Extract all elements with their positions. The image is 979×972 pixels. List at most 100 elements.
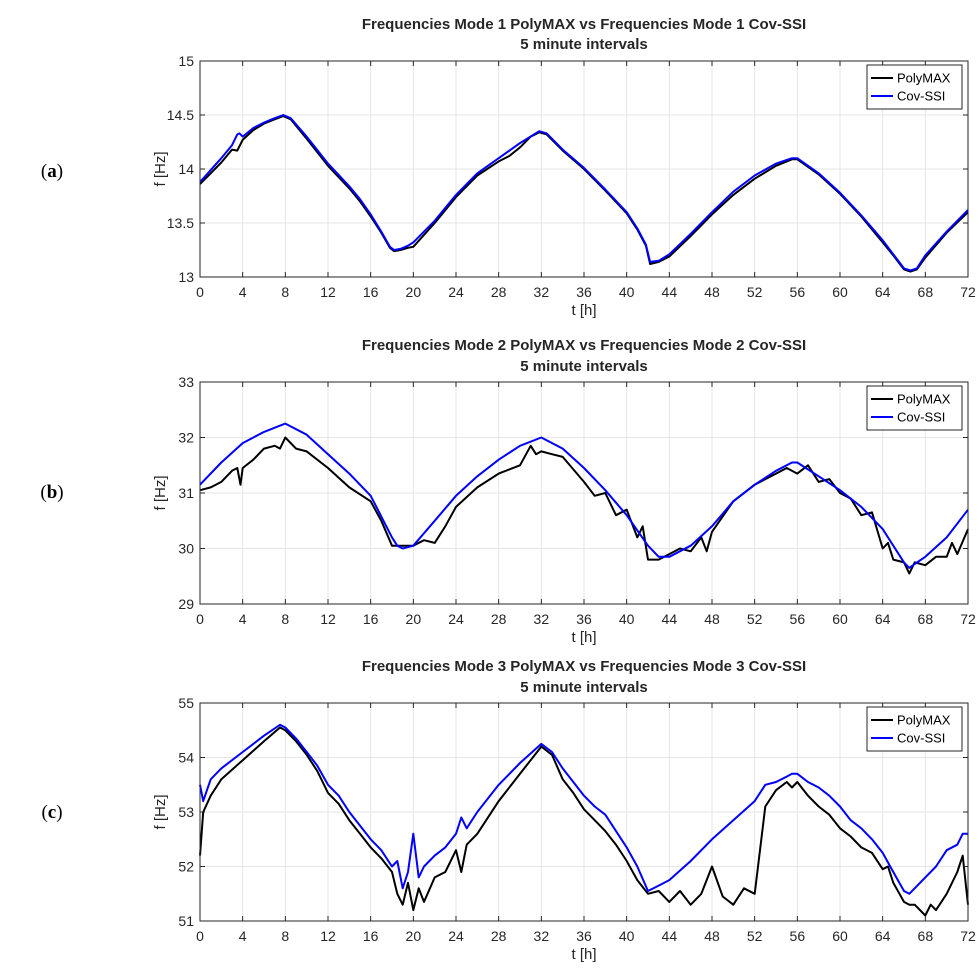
x-tick-label: 28 <box>491 611 507 627</box>
y-tick-label: 32 <box>178 430 194 446</box>
x-tick-label: 0 <box>196 284 204 300</box>
panel-label: (c) <box>41 802 62 823</box>
x-tick-label: 4 <box>239 928 247 944</box>
legend-label: PolyMAX <box>897 713 951 728</box>
chart-title: Frequencies Mode 1 PolyMAX vs Frequencie… <box>362 16 806 33</box>
x-axis-label: t [h] <box>571 629 596 646</box>
x-tick-label: 56 <box>790 928 806 944</box>
chart-subtitle: 5 minute intervals <box>520 679 648 696</box>
y-tick-label: 14 <box>178 161 194 177</box>
x-tick-label: 4 <box>239 284 247 300</box>
x-tick-label: 72 <box>960 284 976 300</box>
x-tick-label: 40 <box>619 284 635 300</box>
series-line-cov-ssi <box>199 723 968 895</box>
chart-panel-1: 0 4 8 12 16 20 24 28 32 36 40 44 48 52 56 60 64 68 721313.… <box>41 16 976 319</box>
x-tick-label: 72 <box>960 928 976 944</box>
panel-label-letter: b <box>47 482 58 503</box>
y-axis-label: f [Hz] <box>152 794 169 829</box>
panel-label: (a) <box>41 161 63 182</box>
x-tick-label: 24 <box>448 284 464 300</box>
x-tick-label: 48 <box>704 928 720 944</box>
y-tick-label: 14.5 <box>167 107 194 123</box>
x-axis-label: t [h] <box>571 302 596 319</box>
x-tick-label: 36 <box>576 611 592 627</box>
x-tick-label: 16 <box>363 611 379 627</box>
x-tick-label: 72 <box>960 611 976 627</box>
y-tick-label: 33 <box>178 374 194 390</box>
x-tick-label: 28 <box>491 928 507 944</box>
x-tick-label: 8 <box>281 611 289 627</box>
x-tick-label: 68 <box>918 611 934 627</box>
x-tick-label: 20 <box>406 284 422 300</box>
panel-label-open: ( <box>41 802 47 823</box>
chart-subtitle: 5 minute intervals <box>520 358 648 375</box>
series-line-cov-ssi <box>199 114 969 272</box>
legend-box <box>866 64 963 110</box>
x-tick-label: 56 <box>790 284 806 300</box>
y-tick-label: 54 <box>178 750 194 766</box>
y-tick-label: 55 <box>178 695 194 711</box>
legend-label: PolyMAX <box>897 71 951 86</box>
panel-label: (b) <box>40 482 63 503</box>
chart-panel-2: 0 4 8 12 16 20 24 28 32 36 40 44 48 52 56 60 64 68 7229303… <box>40 337 976 646</box>
y-axis-label: f [Hz] <box>152 475 169 510</box>
x-tick-label: 36 <box>576 928 592 944</box>
x-tick-label: 32 <box>534 611 550 627</box>
y-tick-label: 29 <box>178 596 194 612</box>
panel-label-close: ) <box>56 802 62 823</box>
y-tick-label: 30 <box>178 541 194 557</box>
legend: PolyMAX Cov-SSI <box>866 64 963 110</box>
panel-label-letter: c <box>48 802 56 823</box>
legend-label: Cov-SSI <box>897 410 945 425</box>
legend-box <box>866 385 963 431</box>
x-tick-label: 20 <box>406 928 422 944</box>
x-tick-label: 52 <box>747 611 763 627</box>
legend: PolyMAX Cov-SSI <box>866 385 963 431</box>
x-tick-label: 64 <box>875 611 891 627</box>
panel-label-close: ) <box>57 482 63 503</box>
x-tick-label: 52 <box>747 928 763 944</box>
x-tick-label: 40 <box>619 928 635 944</box>
chart-title: Frequencies Mode 3 PolyMAX vs Frequencie… <box>362 658 806 675</box>
x-tick-label: 48 <box>704 611 720 627</box>
legend: PolyMAX Cov-SSI <box>866 706 963 752</box>
x-tick-label: 68 <box>918 284 934 300</box>
x-tick-label: 52 <box>747 284 763 300</box>
x-tick-label: 32 <box>534 928 550 944</box>
x-tick-label: 0 <box>196 611 204 627</box>
x-tick-label: 44 <box>662 284 678 300</box>
x-axis-label: t [h] <box>571 946 596 963</box>
x-tick-label: 48 <box>704 284 720 300</box>
series-line-polymax <box>199 726 969 917</box>
x-tick-label: 64 <box>875 928 891 944</box>
panel-label-close: ) <box>57 161 63 182</box>
chart-subtitle: 5 minute intervals <box>520 36 648 53</box>
x-tick-label: 20 <box>406 611 422 627</box>
x-tick-label: 24 <box>448 928 464 944</box>
x-tick-label: 44 <box>662 611 678 627</box>
x-tick-label: 4 <box>239 611 247 627</box>
x-tick-label: 0 <box>196 928 204 944</box>
x-tick-label: 64 <box>875 284 891 300</box>
x-tick-label: 40 <box>619 611 635 627</box>
x-tick-label: 44 <box>662 928 678 944</box>
x-tick-label: 60 <box>832 284 848 300</box>
x-tick-label: 32 <box>534 284 550 300</box>
x-tick-label: 12 <box>320 611 336 627</box>
legend-label: PolyMAX <box>897 392 951 407</box>
x-tick-label: 56 <box>790 611 806 627</box>
legend-box <box>866 706 963 752</box>
x-tick-label: 60 <box>832 611 848 627</box>
x-tick-label: 12 <box>320 284 336 300</box>
panel-label-open: ( <box>41 161 47 182</box>
x-tick-label: 8 <box>281 928 289 944</box>
chart-panel-3: 0 4 8 12 16 20 24 28 32 36 40 44 48 52 56 60 64 68 7251525… <box>41 658 976 963</box>
x-tick-label: 60 <box>832 928 848 944</box>
x-tick-label: 16 <box>363 284 379 300</box>
y-tick-label: 13 <box>178 269 194 285</box>
y-tick-label: 13.5 <box>167 215 194 231</box>
y-tick-label: 15 <box>178 53 194 69</box>
y-tick-label: 31 <box>178 485 194 501</box>
legend-label: Cov-SSI <box>897 731 945 746</box>
